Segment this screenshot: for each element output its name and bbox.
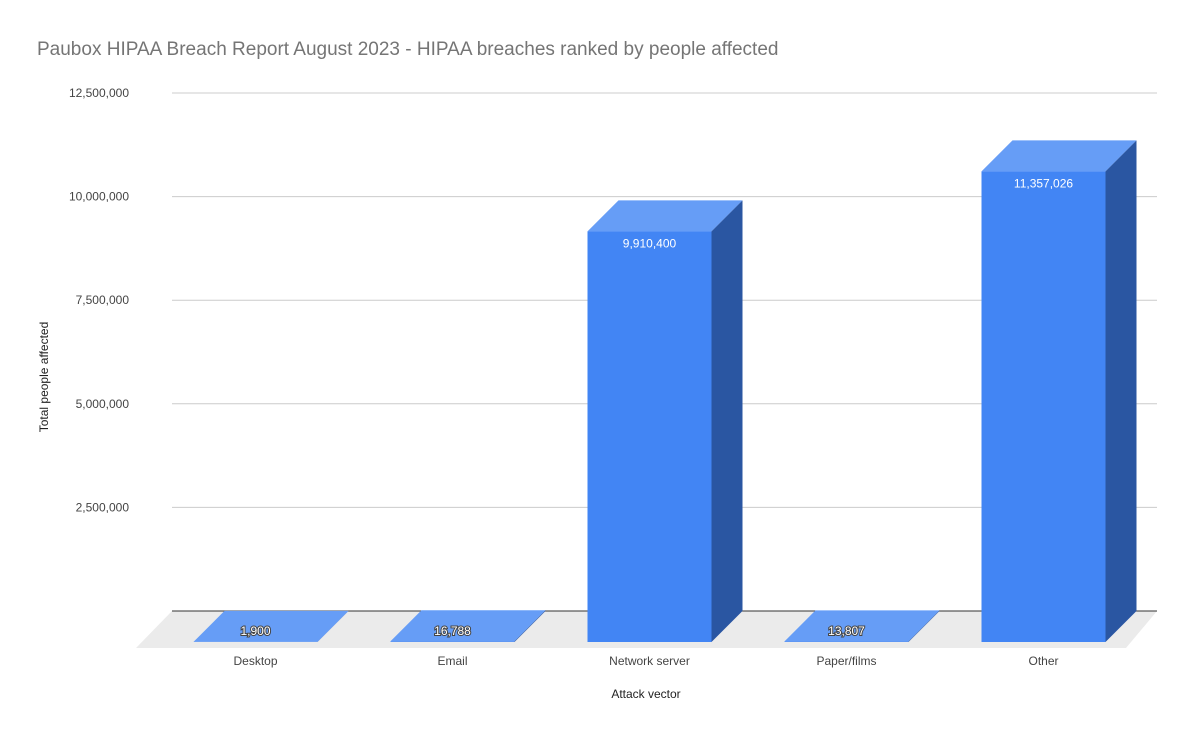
bar (981, 140, 1137, 642)
y-tick-label: 10,000,000 (69, 190, 129, 204)
y-tick-label: 12,500,000 (69, 86, 129, 100)
bar-top-face (193, 610, 349, 642)
bar-value-label: 1,900 (240, 624, 270, 638)
bar-value-label: 16,788 (434, 624, 471, 638)
bar (587, 200, 743, 642)
bar-top-face (587, 200, 743, 232)
x-axis-categories: Desktop Email Network server Paper/films Oth… (233, 654, 1058, 668)
bar-side-face (908, 610, 940, 642)
bar-top-face (981, 140, 1137, 172)
y-tick-label: 2,500,000 (76, 500, 130, 514)
y-axis-title: Total people affected (37, 322, 51, 433)
bar-side-face (317, 610, 349, 642)
bar-top-face (390, 610, 546, 642)
bar-value-label: 11,357,026 (1014, 176, 1073, 190)
x-category-label: Paper/films (816, 654, 876, 668)
x-category-label: Desktop (233, 654, 277, 668)
bar-value-label: 13,807 (828, 624, 865, 638)
bar-front-face (587, 231, 712, 642)
bar-front-face (390, 641, 515, 642)
bar-top-face (784, 610, 940, 642)
bars-layer (193, 140, 1137, 642)
bar-side-face (711, 200, 743, 642)
x-category-label: Network server (609, 654, 690, 668)
y-tick-label: 5,000,000 (76, 397, 130, 411)
x-category-label: Email (437, 654, 467, 668)
bar-front-face (981, 171, 1106, 642)
y-tick-label: 7,500,000 (76, 293, 130, 307)
y-axis-ticks: 2,500,000 5,000,000 7,500,000 10,000,000 12,… (69, 86, 129, 514)
x-category-label: Other (1028, 654, 1058, 668)
bar-side-face (514, 610, 546, 642)
bar (784, 610, 940, 642)
x-axis-title: Attack vector (611, 687, 680, 701)
bar-side-face (1105, 140, 1137, 642)
chart-title: Paubox HIPAA Breach Report August 2023 -… (37, 39, 778, 60)
bar (193, 610, 349, 642)
bar (390, 610, 546, 642)
bar-value-label: 9,910,400 (623, 236, 677, 250)
data-labels-layer: 1,900 16,788 9,910,400 13,807 11,357,026 (239, 176, 1073, 639)
bar-front-face (784, 641, 909, 642)
